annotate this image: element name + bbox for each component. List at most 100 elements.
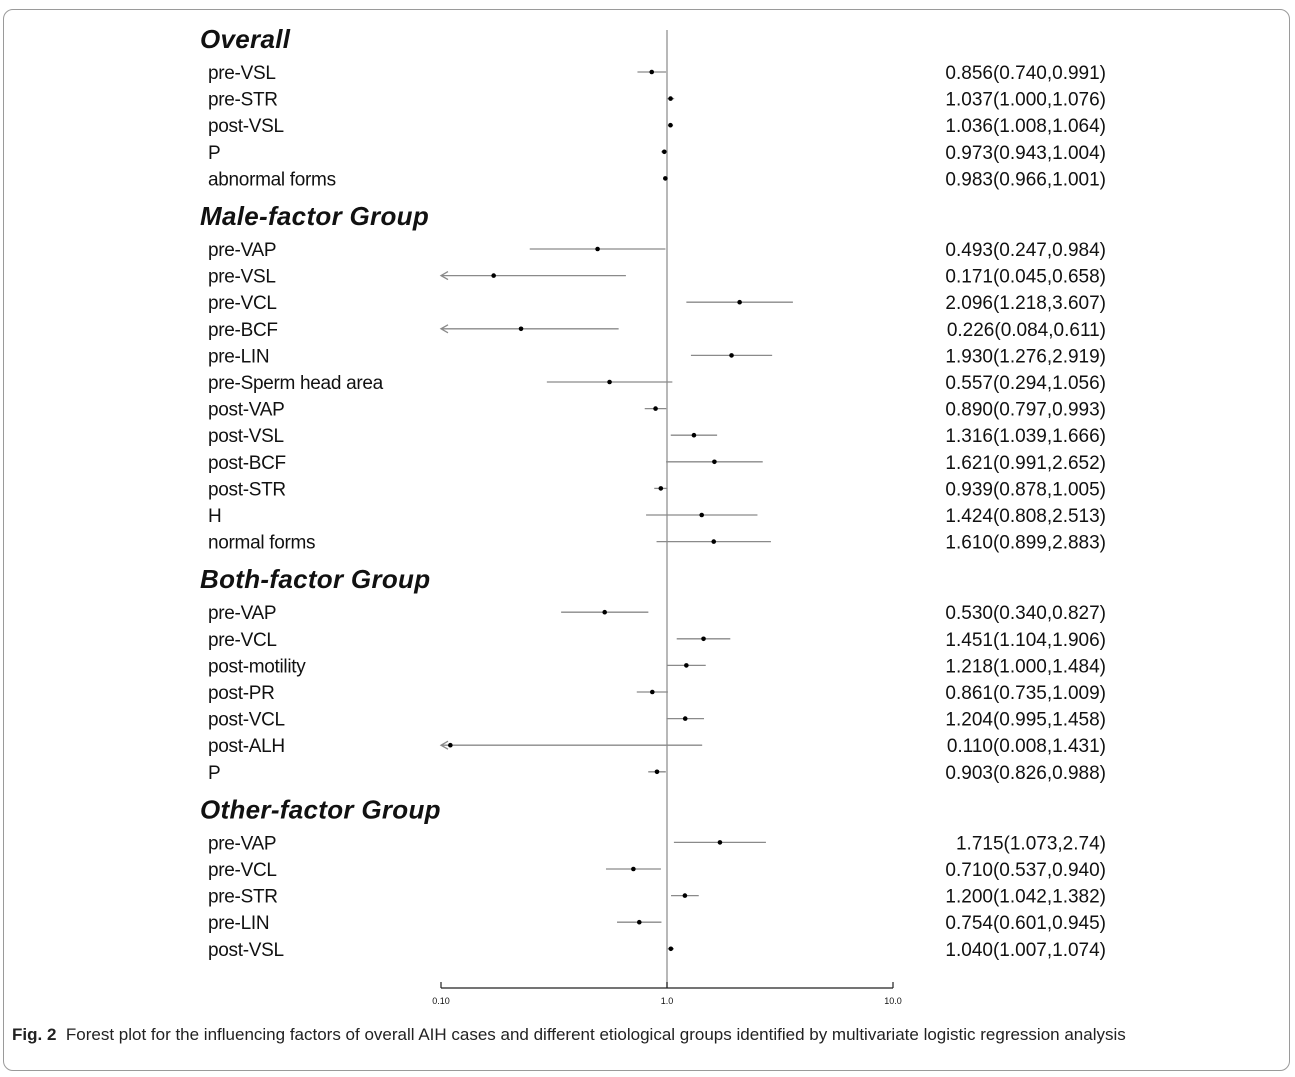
row-value: 0.557(0.294,1.056) <box>945 373 1106 394</box>
point-estimate <box>448 742 453 748</box>
row-label: post-VSL <box>208 426 284 447</box>
x-tick-label: 10.0 <box>884 996 902 1006</box>
point-estimate <box>729 353 734 358</box>
point-estimate <box>684 663 689 668</box>
figure-caption: Fig. 2 Forest plot for the influencing f… <box>12 1023 1267 1047</box>
point-estimate <box>491 273 496 278</box>
row-label: pre-LIN <box>208 913 269 934</box>
point-estimate <box>662 149 667 155</box>
point-estimate <box>654 769 660 775</box>
point-estimate <box>682 893 688 898</box>
x-tick-label: 1.0 <box>661 996 674 1006</box>
group-heading: Other-factor Group <box>200 794 441 824</box>
point-estimate <box>663 176 668 181</box>
row-label: normal forms <box>208 533 315 554</box>
row-label: H <box>208 506 221 527</box>
point-estimate <box>737 299 742 305</box>
row-value: 1.037(1.000,1.076) <box>945 90 1106 111</box>
point-estimate <box>691 432 697 438</box>
group-heading: Male-factor Group <box>200 201 429 231</box>
row-value: 0.903(0.826,0.988) <box>945 763 1106 784</box>
ci-arrow <box>439 271 449 281</box>
row-value: 1.424(0.808,2.513) <box>945 506 1106 527</box>
point-estimate <box>717 840 723 845</box>
point-estimate <box>595 246 600 252</box>
row-label: post-STR <box>208 479 286 500</box>
row-label: pre-VAP <box>208 603 276 624</box>
row-value: 1.316(1.039,1.666) <box>945 426 1106 447</box>
row-value: 2.096(1.218,3.607) <box>945 293 1106 314</box>
ci-arrow <box>439 324 449 334</box>
row-value: 1.218(1.000,1.484) <box>945 656 1106 677</box>
point-estimate <box>650 689 655 695</box>
row-label: post-BCF <box>208 453 286 474</box>
figure-frame <box>3 9 1290 1071</box>
row-label: pre-BCF <box>208 320 278 341</box>
row-value: 0.493(0.247,0.984) <box>945 240 1106 261</box>
row-value: 1.610(0.899,2.883) <box>945 533 1106 554</box>
row-label: post-VAP <box>208 400 284 421</box>
point-estimate <box>682 716 688 721</box>
point-estimate <box>711 539 717 544</box>
point-estimate <box>658 486 664 491</box>
point-estimate <box>631 866 636 872</box>
row-label: pre-VSL <box>208 63 276 84</box>
row-label: P <box>208 143 220 164</box>
point-estimate <box>653 406 658 411</box>
row-value: 0.939(0.878,1.005) <box>945 479 1106 500</box>
group-heading: Overall <box>200 24 291 54</box>
row-value: 0.530(0.340,0.827) <box>945 603 1106 624</box>
point-estimate <box>602 609 607 615</box>
ci-arrow <box>439 740 449 750</box>
row-value: 0.861(0.735,1.009) <box>945 683 1106 704</box>
point-estimate <box>699 512 704 518</box>
point-estimate <box>668 122 673 128</box>
row-label: pre-VCL <box>208 630 277 651</box>
row-label: pre-VAP <box>208 833 276 854</box>
row-label: post-VSL <box>208 116 284 137</box>
point-estimate <box>518 326 524 332</box>
row-value: 0.754(0.601,0.945) <box>945 913 1106 934</box>
row-label: post-VCL <box>208 710 285 731</box>
row-value: 0.226(0.084,0.611) <box>947 320 1106 341</box>
row-value: 1.040(1.007,1.074) <box>945 940 1106 961</box>
point-estimate <box>607 379 612 385</box>
row-label: P <box>208 763 220 784</box>
row-label: pre-STR <box>208 887 278 908</box>
row-label: pre-VCL <box>208 293 277 314</box>
row-value: 0.890(0.797,0.993) <box>945 400 1106 421</box>
point-estimate <box>668 946 674 952</box>
row-value: 1.715(1.073,2.74) <box>956 833 1106 854</box>
x-tick-label: 0.10 <box>432 996 450 1006</box>
row-value: 1.200(1.042,1.382) <box>945 887 1106 908</box>
row-label: pre-LIN <box>208 346 269 367</box>
row-value: 0.171(0.045,0.658) <box>945 267 1106 288</box>
row-label: abnormal forms <box>208 169 336 190</box>
row-value: 0.973(0.943,1.004) <box>945 143 1106 164</box>
row-value: 1.204(0.995,1.458) <box>945 710 1106 731</box>
point-estimate <box>668 96 673 101</box>
row-label: post-ALH <box>208 736 285 757</box>
figure-label: Fig. 2 <box>12 1025 57 1044</box>
row-label: post-VSL <box>208 940 284 961</box>
row-label: pre-VSL <box>208 267 276 288</box>
row-value: 0.983(0.966,1.001) <box>945 169 1106 190</box>
row-value: 1.451(1.104,1.906) <box>945 630 1106 651</box>
point-estimate <box>649 69 655 75</box>
row-label: pre-VCL <box>208 860 277 881</box>
row-label: post-motility <box>208 656 306 677</box>
row-label: pre-Sperm head area <box>208 373 384 394</box>
row-label: pre-VAP <box>208 240 276 261</box>
point-estimate <box>636 919 642 925</box>
row-value: 0.110(0.008,1.431) <box>947 736 1106 757</box>
row-label: pre-STR <box>208 90 278 111</box>
row-value: 1.930(1.276,2.919) <box>945 346 1106 367</box>
row-value: 0.710(0.537,0.940) <box>945 860 1106 881</box>
point-estimate <box>701 636 706 642</box>
row-value: 1.036(1.008,1.064) <box>945 116 1106 137</box>
row-label: post-PR <box>208 683 275 704</box>
caption-text: Forest plot for the influencing factors … <box>65 1025 1126 1044</box>
group-heading: Both-factor Group <box>200 564 430 594</box>
row-value: 1.621(0.991,2.652) <box>945 453 1106 474</box>
forest-plot: Overall pre-VSL 0.856(0.740,0.991) pre-STR 1… <box>200 24 1106 1006</box>
